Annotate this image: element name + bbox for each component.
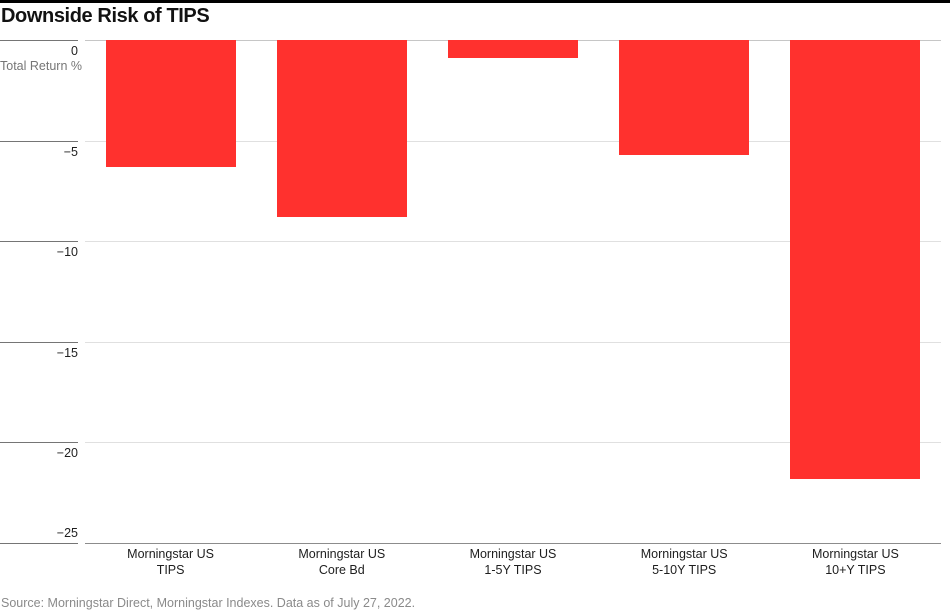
y-tick-label: −20 [56, 446, 78, 461]
chart-title: Downside Risk of TIPS [1, 5, 210, 27]
y-tick-line [0, 140, 78, 142]
grid-line [85, 442, 941, 444]
y-tick-line [0, 40, 78, 41]
x-category-label-morningstar-us-10-y-tips: Morningstar US 10+Y TIPS [770, 546, 941, 578]
x-category-label-line: Morningstar US [127, 547, 215, 561]
x-category-label-line: TIPS [156, 563, 185, 577]
bar-morningstar-us-core-bd [276, 40, 407, 218]
y-axis-unit-label: Total Return % [0, 59, 82, 73]
y-tick-line [0, 241, 78, 243]
bar-morningstar-us-1-5y-tips [448, 40, 578, 59]
grid-line [85, 241, 941, 243]
x-category-label-line: Core Bd [318, 563, 365, 577]
x-category-label-morningstar-us-5-10y-tips: Morningstar US 5-10Y TIPS [599, 546, 770, 578]
source-note: Source: Morningstar Direct, Morningstar … [1, 596, 416, 610]
x-category-label-line: Morningstar US [469, 547, 557, 561]
x-category-label-morningstar-us-tips: Morningstar US TIPS [85, 546, 256, 578]
x-category-label-morningstar-us-1-5y-tips: Morningstar US 1-5Y TIPS [427, 546, 598, 578]
x-category-label-line: Morningstar US [298, 547, 386, 561]
bar-morningstar-us-5-10y-tips [619, 40, 750, 155]
y-tick-label: 0 [71, 44, 78, 58]
x-category-label-line: 10+Y TIPS [825, 563, 886, 577]
grid-line [85, 341, 941, 343]
bar-morningstar-us-tips [105, 40, 236, 167]
y-tick-line [0, 543, 78, 544]
x-category-label-line: 5-10Y TIPS [652, 563, 717, 577]
bar-morningstar-us-10-y-tips [790, 40, 921, 479]
y-tick-line [0, 341, 78, 343]
y-tick-label: −10 [56, 245, 78, 260]
y-tick-label: −25 [56, 526, 78, 540]
y-tick-label: −5 [63, 144, 78, 159]
x-category-label-line: 1-5Y TIPS [484, 563, 542, 577]
x-axis-baseline [85, 543, 941, 544]
x-category-label-line: Morningstar US [811, 547, 899, 561]
y-tick-line [0, 442, 78, 444]
y-tick-label: −15 [56, 345, 78, 360]
x-category-label-line: Morningstar US [640, 547, 728, 561]
x-category-label-morningstar-us-core-bd: Morningstar US Core Bd [256, 546, 427, 578]
grid-line [85, 140, 941, 142]
top-border-rule [0, 0, 950, 3]
